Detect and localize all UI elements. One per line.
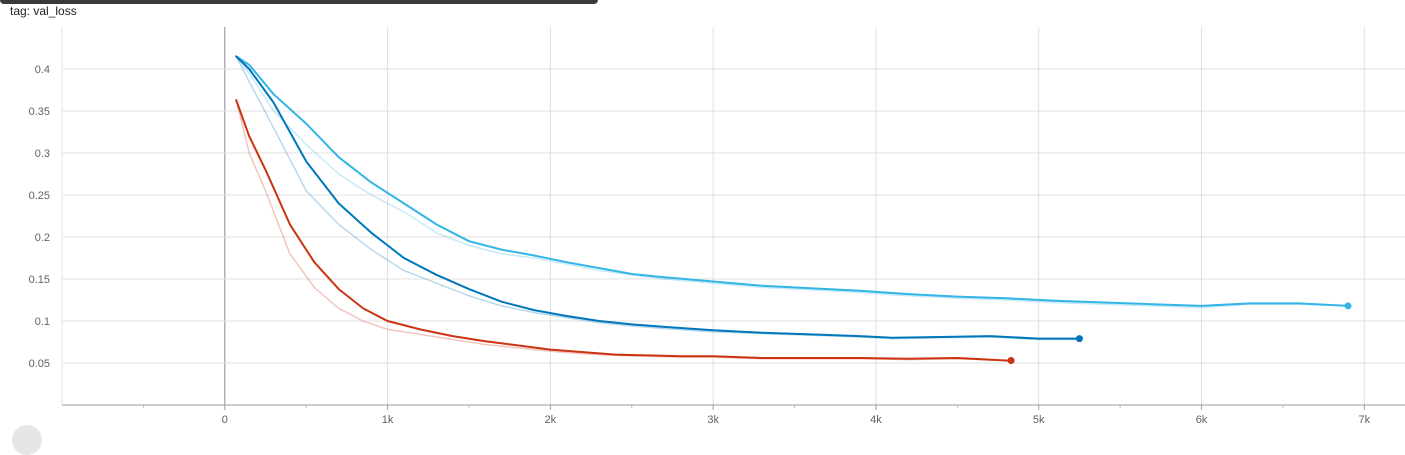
series-raw-line-0[interactable] xyxy=(235,55,1349,309)
chart-title: tag: val_loss xyxy=(10,4,77,18)
y-tick-label: 0.15 xyxy=(29,274,50,286)
series-end-marker-0[interactable] xyxy=(1344,302,1352,310)
y-tick-label: 0.05 xyxy=(29,358,50,370)
x-tick-label: 0 xyxy=(222,414,228,426)
fit-domain-button[interactable] xyxy=(12,425,42,455)
grid-lines xyxy=(62,27,1405,405)
y-tick-label: 0.25 xyxy=(29,190,50,202)
top-toolbar-edge xyxy=(0,0,598,4)
series-end-marker-1[interactable] xyxy=(1075,335,1083,343)
series-line-1[interactable] xyxy=(235,55,1081,340)
series-lines[interactable] xyxy=(235,55,1352,364)
x-tick-label: 1k xyxy=(382,414,394,426)
y-tick-label: 0.1 xyxy=(35,316,50,328)
series-line-0[interactable] xyxy=(235,55,1349,307)
series-line-2[interactable] xyxy=(235,99,1013,362)
x-tick-label: 5k xyxy=(1033,414,1045,426)
x-tick-label: 2k xyxy=(545,414,557,426)
x-tick-label: 4k xyxy=(870,414,882,426)
axes xyxy=(61,27,1405,410)
tick-labels: 0 1k 2k 3k 4k 5k 6k 7k 0.05 0.1 0.15 0.2 0.25 0.3 0.35… xyxy=(29,64,1371,426)
y-tick-label: 0.3 xyxy=(35,148,50,160)
y-tick-label: 0.4 xyxy=(35,64,50,76)
y-tick-label: 0.2 xyxy=(35,232,50,244)
x-tick-label: 7k xyxy=(1358,414,1370,426)
series-end-marker-2[interactable] xyxy=(1007,356,1015,364)
y-tick-label: 0.35 xyxy=(29,106,50,118)
x-tick-label: 6k xyxy=(1196,414,1208,426)
val-loss-chart[interactable]: 0 1k 2k 3k 4k 5k 6k 7k 0.05 0.1 0.15 0.2 0.25 0.3 0.35… xyxy=(0,0,1405,435)
x-tick-label: 3k xyxy=(707,414,719,426)
